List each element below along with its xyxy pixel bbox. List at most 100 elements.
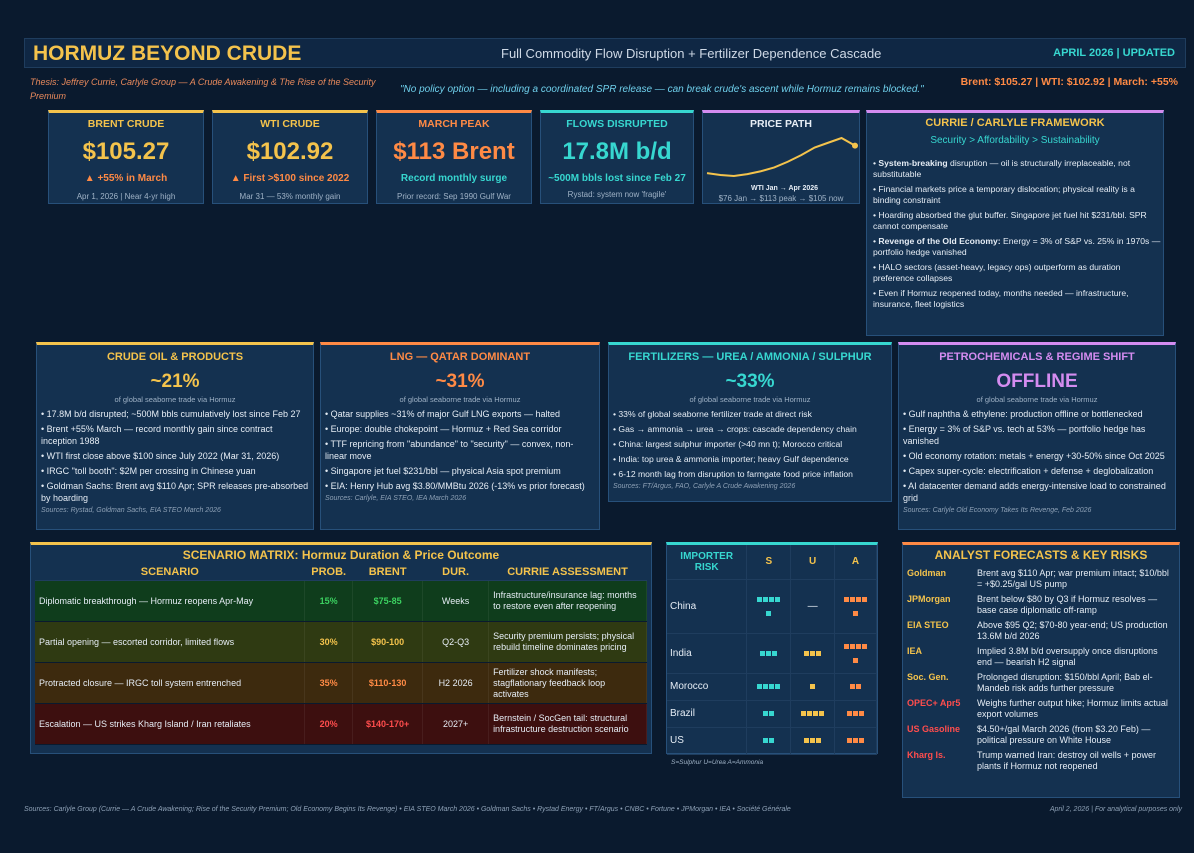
risk-square [844,596,850,602]
forecasts-title: ANALYST FORECASTS & KEY RISKS [934,548,1148,562]
brent-cell: $75-85 [352,580,424,622]
forecast-row: IEA Implied 3.8M b/d oversupply once disr… [907,646,1158,667]
forecast-row: OPEC+ Apr5 Weighs further output hike; Ho… [907,698,1168,719]
risk-cell [834,727,877,755]
risk-cell [746,700,792,728]
stat-caption: FLOWS DISRUPTED [566,118,668,130]
risk-square [763,711,769,716]
stat-value: $102.92 [246,138,334,165]
risk-cell [790,727,836,755]
list-item: • TTF repricing from "abundance" to "sec… [325,439,574,461]
risk-cell [834,633,877,674]
risk-square [775,684,781,689]
prob-cell: 20% [304,703,354,745]
risk-square [769,596,775,602]
panel-title: CRUDE OIL & PRODUCTS [106,351,244,363]
price-path-chart: WTI Jan → Apr 2026 [706,136,858,192]
footer-note: April 2, 2026 | For analytical purposes … [1049,806,1182,813]
risk-square [819,711,825,716]
list-item: • 33% of global seaborne fertilizer trad… [613,409,812,419]
table-row: Morocco [667,673,877,701]
risk-square [807,711,813,716]
risk-cell [834,673,877,701]
risk-cell [834,700,877,728]
country-cell: Morocco [667,673,748,701]
risk-square [859,738,865,743]
framework-item: • Revenge of the Old Economy: Energy = 3… [873,236,1161,257]
panel-caption: of global seaborne trade via Hormuz [114,395,236,404]
stat-sub: ▲ First >$100 since 2022 [230,173,350,184]
risk-square [769,711,775,716]
risk-cell [746,673,792,701]
brent-cell: $140-170+ [352,703,424,745]
panel-list: • 33% of global seaborne fertilizer trad… [613,408,887,480]
risk-square [856,684,862,689]
col-header: A [834,545,877,580]
prob-cell: 35% [304,662,354,704]
list-item: • India: top urea & ammonia importer; he… [613,454,849,464]
forecast-row: JPMorgan Brent below $80 by Q3 if Hormuz … [907,594,1158,615]
risk-square [757,684,763,689]
importer-risk: IMPORTER RISK S U A China — India Morocc… [666,542,878,766]
stat-card-flows: FLOWS DISRUPTED 17.8M b/d ~500M bbls los… [540,110,694,204]
framework-item: • Even if Hormuz reopened today, months … [873,288,1129,309]
list-item: • Singapore jet fuel $231/bbl — physical… [325,466,561,476]
table-row: India [667,633,877,674]
table-row: Partial opening — escorted corridor, lim… [35,621,647,663]
quote-text: "No policy option — including a coordina… [400,84,924,95]
risk-square [810,684,816,689]
list-item: • Gas → ammonia → urea → crops: cascade … [613,424,857,434]
panel-caption: of global seaborne trade via Hormuz [976,395,1098,404]
table-header-row: SCENARIO PROB. BRENT DUR. CURRIE ASSESSM… [35,564,647,581]
duration-cell: Q2-Q3 [422,621,490,663]
assessment-cell: Security premium persists; physical rebu… [488,621,647,663]
col-header: CURRIE ASSESSMENT [488,564,647,581]
col-header: S [746,545,792,580]
stat-value: $113 Brent [393,138,515,165]
stat-caption: PRICE PATH [749,118,813,130]
panel-sources: Sources: Carlyle Old Economy Takes Its R… [903,507,1092,514]
risk-square [853,738,859,743]
risk-cell [790,633,836,674]
footer-sources: Sources: Carlyle Group (Currie — A Crude… [24,806,791,813]
col-header: BRENT [352,564,423,581]
stat-sub: Record monthly surge [400,173,508,184]
risk-square [847,711,853,716]
brent-cell: $90-100 [352,621,424,663]
risk-square [816,650,822,656]
stat-sub: ~500M bbls lost since Feb 27 [548,173,686,184]
list-item: • Capex super-cycle: electrification + d… [903,466,1154,476]
price-path-card: PRICE PATH WTI Jan → Apr 2026 $76 Jan → … [702,110,860,204]
panel-share: ~21% [150,371,200,392]
framework-subtitle: Security > Affordability > Sustainabilit… [930,135,1100,146]
list-item: • Energy = 3% of S&P vs. tech at 53% — p… [903,424,1146,446]
risk-square [763,738,769,743]
brent-cell: $110-130 [352,662,424,704]
importer-table: IMPORTER RISK S U A China — India Morocc… [667,545,877,755]
price-path-line [706,136,856,178]
price-path-note: $76 Jan → $113 peak → $105 now [718,194,844,203]
panel-title: FERTILIZERS — UREA / AMMONIA / SULPHUR [628,351,872,363]
panel-share: ~33% [725,371,775,392]
forecast-row: EIA STEO Above $95 Q2; $70-80 year-end; U… [907,620,1168,641]
table-row: US [667,727,877,755]
duration-cell: H2 2026 [422,662,490,704]
framework-item: • System-breaking disruption — oil is st… [873,158,1131,179]
stat-note: Prior record: Sep 1990 Gulf War [397,192,511,201]
risk-square [810,738,816,743]
panel-crude: CRUDE OIL & PRODUCTS ~21% of global seab… [36,342,314,530]
risk-square [772,650,778,656]
country-cell: India [667,633,748,674]
stat-card-peak: MARCH PEAK $113 Brent Record monthly sur… [376,110,532,204]
country-cell: China [667,579,748,634]
scenario-cell: Diplomatic breakthrough — Hormuz reopens… [35,580,306,622]
table-row: China — [667,579,877,634]
framework-item: • Financial markets price a temporary di… [873,184,1135,205]
table-header-row: IMPORTER RISK S U A [667,545,877,580]
col-header: SCENARIO [35,564,305,581]
risk-square [769,738,775,743]
risk-square [853,657,859,663]
stat-value: 17.8M b/d [562,138,672,165]
panel-sources: Sources: Rystad, Goldman Sachs, EIA STEO… [41,507,221,514]
country-cell: US [667,727,748,755]
